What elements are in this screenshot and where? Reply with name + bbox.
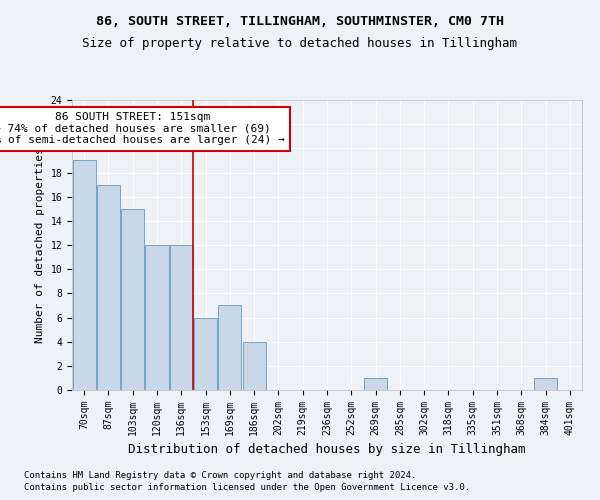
Bar	[73, 160, 95, 390]
Bar	[121, 209, 144, 390]
Bar	[194, 318, 217, 390]
Bar	[170, 245, 193, 390]
Text: 86 SOUTH STREET: 151sqm
← 74% of detached houses are smaller (69)
26% of semi-de: 86 SOUTH STREET: 151sqm ← 74% of detache…	[0, 112, 284, 146]
Y-axis label: Number of detached properties: Number of detached properties	[35, 147, 45, 343]
Text: Contains public sector information licensed under the Open Government Licence v3: Contains public sector information licen…	[24, 484, 470, 492]
Bar	[364, 378, 387, 390]
Text: Distribution of detached houses by size in Tillingham: Distribution of detached houses by size …	[128, 442, 526, 456]
Bar	[218, 306, 241, 390]
Bar	[145, 245, 169, 390]
Text: Contains HM Land Registry data © Crown copyright and database right 2024.: Contains HM Land Registry data © Crown c…	[24, 471, 416, 480]
Text: 86, SOUTH STREET, TILLINGHAM, SOUTHMINSTER, CM0 7TH: 86, SOUTH STREET, TILLINGHAM, SOUTHMINST…	[96, 15, 504, 28]
Bar	[242, 342, 266, 390]
Bar	[534, 378, 557, 390]
Bar	[97, 184, 120, 390]
Text: Size of property relative to detached houses in Tillingham: Size of property relative to detached ho…	[83, 38, 517, 51]
